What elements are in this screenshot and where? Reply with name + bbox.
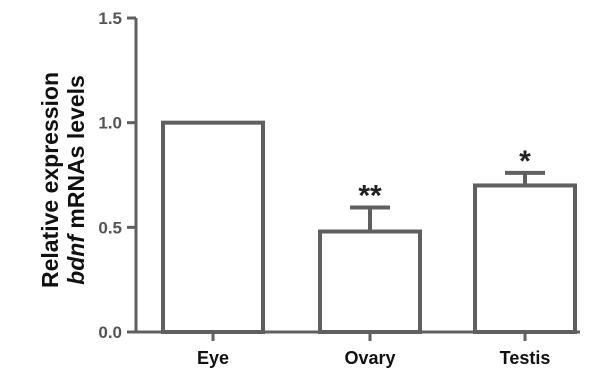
y-tick-label: 1.5 [98,9,122,28]
y-tick-label: 0.0 [98,323,122,342]
category-label: Testis [500,348,551,368]
bar [161,120,265,334]
significance-marker: * [519,145,531,178]
category-label: Eye [197,348,229,368]
bar [473,183,577,334]
y-axis-label: Relative expression [37,72,63,288]
significance-marker: ** [358,179,382,212]
y-axis-label-2: bdnf mRNAs levels [63,75,89,285]
bar [318,229,422,335]
y-axis-label-gene: bdnf [63,233,89,285]
y-tick-label: 0.5 [98,218,122,237]
bars [161,120,577,335]
labels: 0.0 0.5 1.0 1.5 Eye ** Ovary * Testis [98,9,550,368]
category-label: Ovary [344,348,395,368]
y-axis-label-line2-rest: mRNAs levels [63,75,89,235]
y-axis-label-line1: Relative expression [37,72,63,288]
y-tick-label: 1.0 [98,114,122,133]
